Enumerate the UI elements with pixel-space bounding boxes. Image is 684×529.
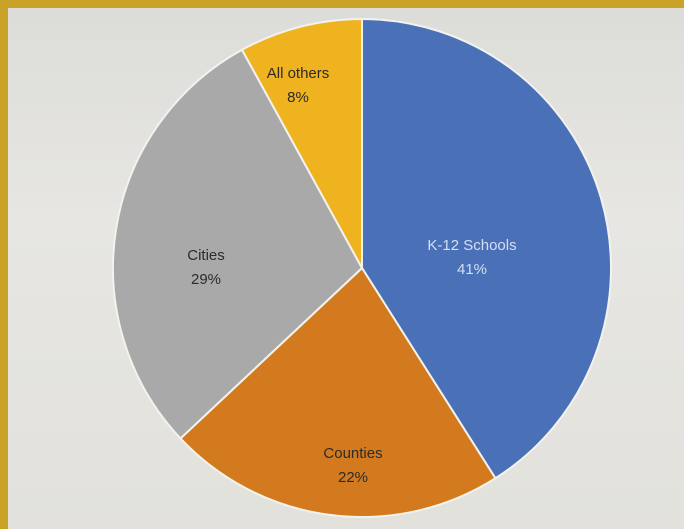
slice-value-counties: 22% (338, 469, 368, 486)
pie-chart: K-12 Schools 41% Counties 22% Cities 29% All o… (112, 17, 612, 518)
chart-frame: K-12 Schools 41% Counties 22% Cities 29% All o… (8, 8, 684, 529)
slice-value-cities: 29% (191, 271, 221, 288)
pie-slice-all-others (240, 17, 363, 269)
slice-label-k-12-schools: K-12 Schools (427, 237, 516, 254)
slice-value-all-others: 8% (287, 89, 309, 106)
slice-label-cities: Cities (187, 247, 225, 264)
pie-slice-counties (179, 266, 497, 518)
pie-slices (112, 17, 612, 518)
pie-labels: K-12 Schools 41% Counties 22% Cities 29% All o… (187, 65, 516, 486)
pie-slice-cities (112, 48, 364, 440)
slice-label-all-others: All others (267, 65, 330, 82)
pie-slice-k-12-schools (361, 17, 612, 480)
slice-label-counties: Counties (323, 445, 382, 462)
slice-value-k-12-schools: 41% (457, 261, 487, 278)
